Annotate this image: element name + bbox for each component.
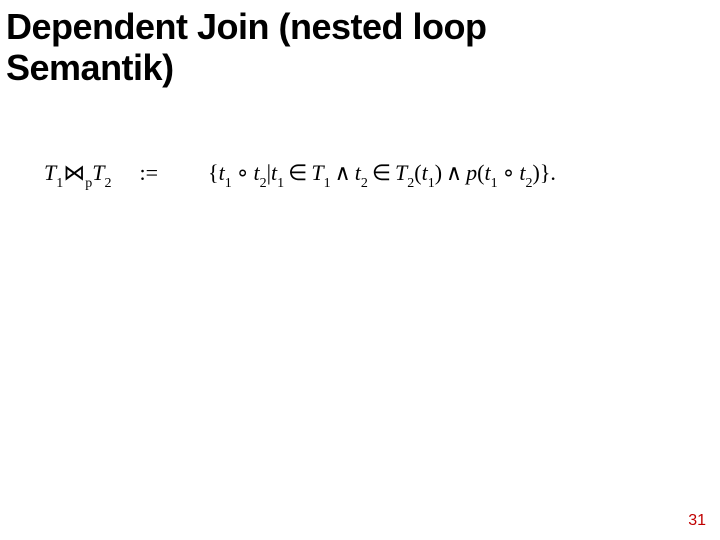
sym-t1d: t [484, 160, 490, 185]
sym-t1c: t [422, 160, 428, 185]
sym-t2c-sub: 2 [525, 176, 532, 191]
sym-join: ⋈ [63, 160, 85, 185]
sym-in-1: ∈ [288, 160, 307, 185]
title-line-1: Dependent Join (nested loop [6, 6, 487, 47]
page-number: 31 [688, 512, 706, 530]
sym-t2b: t [355, 160, 361, 185]
sym-t1d-sub: 1 [491, 176, 498, 191]
sym-rparen-2: ) [532, 160, 539, 185]
slide-title: Dependent Join (nested loop Semantik) [6, 6, 487, 89]
sym-rbrace: } [540, 160, 551, 185]
sym-rparen-1: ) [435, 160, 442, 185]
sym-lbrace: { [208, 160, 219, 185]
sym-lparen-1: ( [414, 160, 421, 185]
sym-T1a-sub: 1 [56, 176, 63, 191]
sym-T2a-sub: 2 [105, 176, 112, 191]
sym-t1c-sub: 1 [428, 176, 435, 191]
sym-t1a: t [219, 160, 225, 185]
sym-in-2: ∈ [372, 160, 391, 185]
sym-and-1: ∧ [335, 160, 351, 185]
sym-T2b-sub: 2 [407, 176, 414, 191]
sym-T2a: T [92, 160, 104, 185]
sym-and-2: ∧ [446, 160, 462, 185]
sym-period: . [550, 160, 556, 185]
sym-circ-2: ∘ [502, 160, 516, 185]
dependent-join-formula: T1⋈pT2:={t1∘t2|t1∈T1∧t2∈T2(t1)∧p(t1∘t2)}… [44, 160, 684, 190]
sym-join-sub: p [85, 176, 92, 191]
sym-t1a-sub: 1 [225, 176, 232, 191]
sym-t2a: t [254, 160, 260, 185]
title-line-2: Semantik) [6, 47, 174, 88]
sym-T1a: T [44, 160, 56, 185]
sym-t1b-sub: 1 [277, 176, 284, 191]
sym-t2a-sub: 2 [260, 176, 267, 191]
sym-circ-1: ∘ [236, 160, 250, 185]
sym-t2b-sub: 2 [361, 176, 368, 191]
sym-T2b: T [395, 160, 407, 185]
sym-p: p [466, 160, 477, 185]
sym-T1b-sub: 1 [324, 176, 331, 191]
sym-T1b: T [311, 160, 323, 185]
sym-defeq: := [140, 160, 159, 185]
